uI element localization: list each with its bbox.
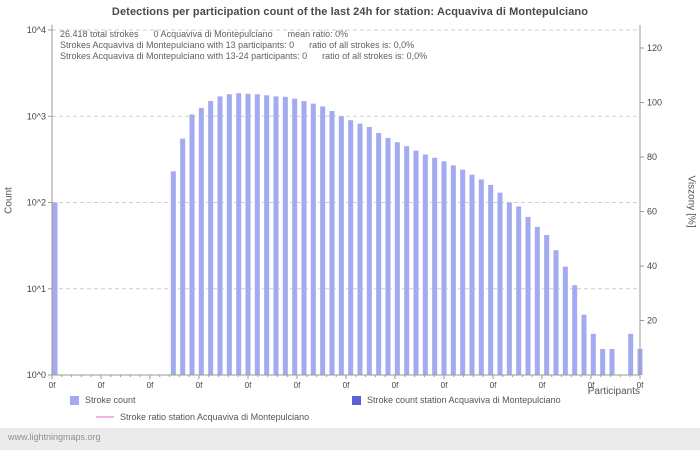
stroke-count-bar <box>432 157 438 375</box>
y-axis-title-count: Count <box>3 187 15 214</box>
x-tick-label: 0f <box>98 381 105 390</box>
stroke-count-bar <box>600 349 606 375</box>
stroke-count-bar <box>273 96 279 375</box>
chart-title: Detections per participation count of th… <box>111 6 589 18</box>
stroke-count-bar <box>170 171 176 375</box>
stroke-count-bar <box>385 137 391 375</box>
x-tick-label: 0f <box>147 381 154 390</box>
stroke-count-bar <box>264 95 270 376</box>
x-tick-label: 0f <box>588 381 595 390</box>
stroke-count-bar <box>534 226 540 375</box>
stroke-count-bar <box>572 285 578 375</box>
x-tick-label: 0f <box>539 381 546 390</box>
station-stroke-count-swatch-icon <box>352 395 361 405</box>
stroke-count-bar <box>292 98 298 375</box>
stroke-count-bar <box>628 333 634 375</box>
y-left-tick-label: 10^3 <box>27 111 46 121</box>
stroke-count-bar <box>245 93 251 375</box>
legend-label-station-stroke-ratio: Stroke ratio station Acquaviva di Montep… <box>120 412 310 422</box>
stroke-count-bar <box>320 106 326 375</box>
stroke-count-bar <box>366 127 372 375</box>
y-right-tick-label: 120 <box>647 43 662 53</box>
legend-item-stroke-count: Stroke count <box>70 394 136 406</box>
stroke-count-bar <box>348 120 354 375</box>
x-tick-label: 0f <box>196 381 203 390</box>
y-left-tick-label: 10^0 <box>27 370 46 380</box>
stroke-count-bar <box>329 111 335 376</box>
y-right-tick-label: 60 <box>647 207 657 217</box>
x-tick-label: 0f <box>49 381 56 390</box>
stroke-count-bar <box>376 132 382 375</box>
x-tick-label: 0f <box>343 381 350 390</box>
annotation-13-participants: Strokes Acquaviva di Montepulciano with … <box>60 40 415 50</box>
station-stroke-ratio-line-icon <box>96 416 114 418</box>
stroke-count-bar <box>478 179 484 375</box>
legend-item-station-stroke-count: Stroke count station Acquaviva di Montep… <box>352 394 561 406</box>
legend-label-station-stroke-count: Stroke count station Acquaviva di Montep… <box>367 395 561 405</box>
stroke-count-bar <box>310 103 316 375</box>
stroke-count-bar <box>226 94 232 375</box>
stroke-count-bar <box>562 266 568 375</box>
y-right-tick-label: 80 <box>647 152 657 162</box>
legend-item-station-stroke-ratio: Stroke ratio station Acquaviva di Montep… <box>96 411 309 423</box>
legend-label-stroke-count: Stroke count <box>85 395 136 405</box>
x-axis-title-participants: Participants <box>587 386 640 397</box>
stroke-count-bar <box>301 101 307 375</box>
stroke-count-bar <box>217 96 223 375</box>
stroke-count-bar <box>254 94 260 375</box>
stroke-count-bar <box>506 202 512 375</box>
y-left-tick-label: 10^2 <box>27 198 46 208</box>
stroke-count-bar <box>450 165 456 375</box>
annotation-total-strokes: 26.418 total strokes 0 Acquaviva di Mont… <box>60 29 349 39</box>
footer-band <box>0 428 700 450</box>
stroke-count-bar <box>198 107 204 375</box>
x-tick-label: 0f <box>294 381 301 390</box>
x-tick-label: 0f <box>245 381 252 390</box>
stroke-count-bar <box>581 314 587 375</box>
annotation-13-24-participants: Strokes Acquaviva di Montepulciano with … <box>60 51 428 61</box>
stroke-count-bar <box>357 123 363 375</box>
stroke-count-bar <box>525 216 531 375</box>
y-axis-title-ratio: Viszony [%] <box>685 175 697 228</box>
stroke-count-bar <box>189 114 195 375</box>
stroke-count-bar <box>488 184 494 375</box>
y-right-tick-label: 20 <box>647 316 657 326</box>
y-right-tick-label: 40 <box>647 261 657 271</box>
stroke-count-bar <box>469 174 475 375</box>
x-tick-label: 0f <box>637 381 644 390</box>
stroke-count-bar <box>516 206 522 375</box>
y-left-tick-label: 10^4 <box>27 25 46 35</box>
stroke-count-bar <box>338 116 344 375</box>
stroke-count-bar <box>52 202 58 375</box>
stroke-count-bar <box>460 169 466 375</box>
stroke-count-bar <box>236 93 242 376</box>
stroke-count-bar <box>208 101 214 375</box>
watermark-link[interactable]: www.lightningmaps.org <box>8 432 101 442</box>
x-tick-label: 0f <box>490 381 497 390</box>
y-left-tick-label: 10^1 <box>27 284 46 294</box>
stroke-count-swatch-icon <box>70 395 79 405</box>
y-right-tick-label: 100 <box>647 98 662 108</box>
x-tick-label: 0f <box>392 381 399 390</box>
stroke-count-bar <box>282 96 288 375</box>
stroke-count-bar <box>404 146 410 375</box>
stroke-count-bar <box>553 250 559 375</box>
stroke-count-bar <box>180 138 186 375</box>
stroke-count-bar <box>544 234 550 375</box>
stroke-count-bar <box>497 192 503 375</box>
x-tick-label: 0f <box>441 381 448 390</box>
stroke-count-bar <box>609 349 615 375</box>
stroke-count-bar <box>590 333 596 375</box>
stroke-count-bar <box>413 150 419 375</box>
stroke-count-bar <box>422 154 428 375</box>
stroke-count-bar <box>394 142 400 375</box>
stroke-count-bar <box>441 161 447 375</box>
